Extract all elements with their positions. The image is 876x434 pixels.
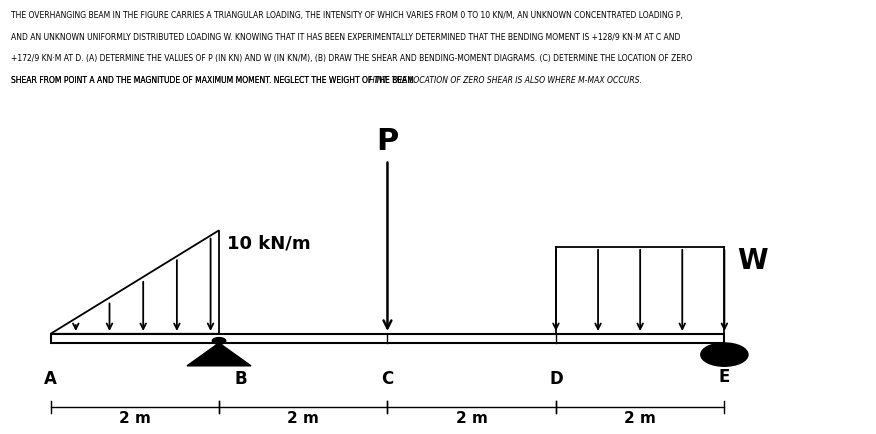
Text: 2 m: 2 m <box>287 411 319 426</box>
Text: 2 m: 2 m <box>625 411 656 426</box>
Text: 10 kN/m: 10 kN/m <box>228 234 311 253</box>
Text: +172/9 KN·M AT D. (A) DETERMINE THE VALUES OF P (IN KN) AND W (IN KN/M), (B) DRA: +172/9 KN·M AT D. (A) DETERMINE THE VALU… <box>11 54 692 63</box>
Text: SHEAR FROM POINT A AND THE MAGNITUDE OF MAXIMUM MOMENT. NEGLECT THE WEIGHT OF TH: SHEAR FROM POINT A AND THE MAGNITUDE OF … <box>11 76 418 85</box>
Text: W: W <box>737 247 767 275</box>
Text: HINT: THE LOCATION OF ZERO SHEAR IS ALSO WHERE M-MAX OCCURS.: HINT: THE LOCATION OF ZERO SHEAR IS ALSO… <box>369 76 642 85</box>
Text: 2 m: 2 m <box>456 411 488 426</box>
Text: 2 m: 2 m <box>119 411 151 426</box>
Text: D: D <box>549 370 562 388</box>
Polygon shape <box>187 343 251 366</box>
Text: C: C <box>381 370 393 388</box>
Text: P: P <box>377 126 399 155</box>
Circle shape <box>212 338 226 344</box>
Bar <box>51 334 724 343</box>
Text: A: A <box>44 370 57 388</box>
Text: AND AN UNKNOWN UNIFORMLY DISTRIBUTED LOADING W. KNOWING THAT IT HAS BEEN EXPERIM: AND AN UNKNOWN UNIFORMLY DISTRIBUTED LOA… <box>11 33 680 42</box>
Text: E: E <box>718 368 730 386</box>
Text: THE OVERHANGING BEAM IN THE FIGURE CARRIES A TRIANGULAR LOADING, THE INTENSITY O: THE OVERHANGING BEAM IN THE FIGURE CARRI… <box>11 11 682 20</box>
Circle shape <box>701 343 748 366</box>
Text: B: B <box>234 370 247 388</box>
Text: SHEAR FROM POINT A AND THE MAGNITUDE OF MAXIMUM MOMENT. NEGLECT THE WEIGHT OF TH: SHEAR FROM POINT A AND THE MAGNITUDE OF … <box>11 76 418 85</box>
